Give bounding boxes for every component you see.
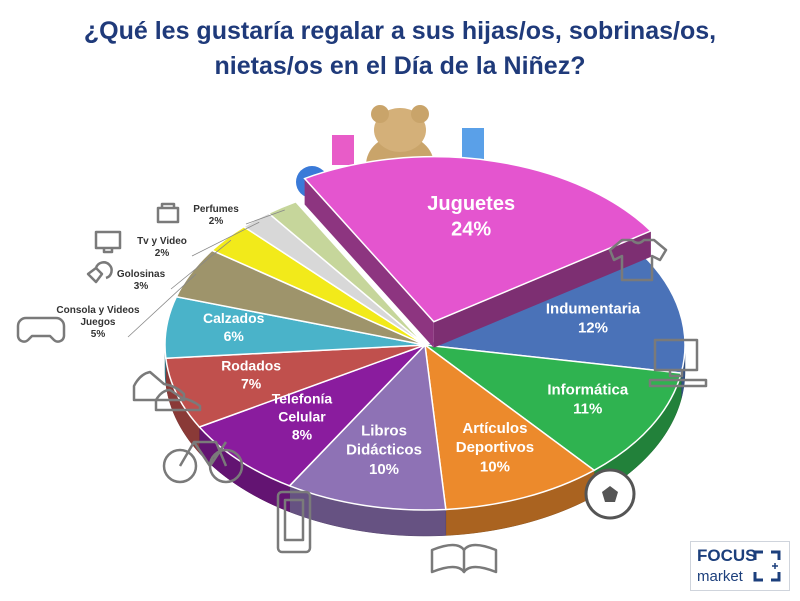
pie-slice-telefon-a-celular	[198, 344, 426, 487]
chart-title-line-1: ¿Qué les gustaría regalar a sus hijas/os…	[83, 17, 717, 45]
pie-slice-juguetes	[303, 155, 653, 323]
book-icon	[430, 543, 498, 574]
label-golosinas: Golosinas 3%	[117, 269, 166, 292]
label-telefon-a-celular: Telefonía Celular 8%	[272, 391, 333, 443]
chart-title: ¿Qué les gustaría regalar a sus hijas/os…	[0, 14, 800, 84]
pie-slice-indumentaria	[422, 253, 686, 374]
smartphone-icon	[276, 490, 312, 554]
label-juguetes: Juguetes 24%	[427, 193, 515, 241]
candy-icon	[86, 261, 113, 284]
category-icons	[16, 202, 708, 574]
logo-text-focus: FOCUS	[697, 546, 757, 565]
focus-market-logo: FOCUS market	[690, 541, 790, 591]
television-icon	[94, 230, 122, 254]
sneaker-icon	[132, 370, 202, 412]
pie-top-faces	[164, 155, 686, 511]
game-controller-icon	[16, 316, 66, 343]
label-tv-y-video: Tv y Video 2%	[137, 236, 187, 259]
bicycle-icon	[162, 440, 244, 484]
computer-icon	[648, 338, 708, 388]
pie-wall-exploded-left	[304, 178, 434, 348]
logo-frame-icon	[753, 550, 781, 582]
pie-labels: Juguetes 24% Indumentaria 12% Informática 11%…	[56, 193, 640, 478]
soccer-ball-icon	[584, 468, 636, 520]
leader-line-consola-y-videos-juegos	[127, 273, 197, 338]
label-libros-did-cticos: Libros Didácticos 10%	[346, 423, 422, 478]
pie-wall-exploded-right	[433, 230, 651, 348]
leader-line-golosinas	[170, 239, 232, 290]
perfume-icon	[156, 202, 180, 224]
label-calzados: Calzados 6%	[203, 310, 265, 344]
label-inform-tica: Informática 11%	[547, 381, 629, 417]
pie-slice-art-culos-deportivos	[424, 343, 596, 511]
chart-title-line-2: nietas/os en el Día de la Niñez?	[214, 52, 586, 80]
label-rodados: Rodados 7%	[221, 357, 281, 391]
label-indumentaria: Indumentaria 12%	[546, 300, 641, 336]
label-art-culos-deportivos: Artículos Deportivos 10%	[456, 420, 534, 475]
label-perfumes: Perfumes 2%	[193, 204, 239, 227]
label-consola-y-videos-juegos: Consola y Videos Juegos 5%	[56, 305, 140, 340]
pie-slice-libros-did-cticos	[288, 343, 447, 511]
pie-slice-perfumes	[267, 200, 426, 346]
t-shirt-icon	[608, 238, 668, 282]
leader-line-perfumes	[245, 209, 285, 225]
leader-line-tv-y-video	[191, 221, 260, 257]
logo-text-market: market	[697, 568, 743, 585]
